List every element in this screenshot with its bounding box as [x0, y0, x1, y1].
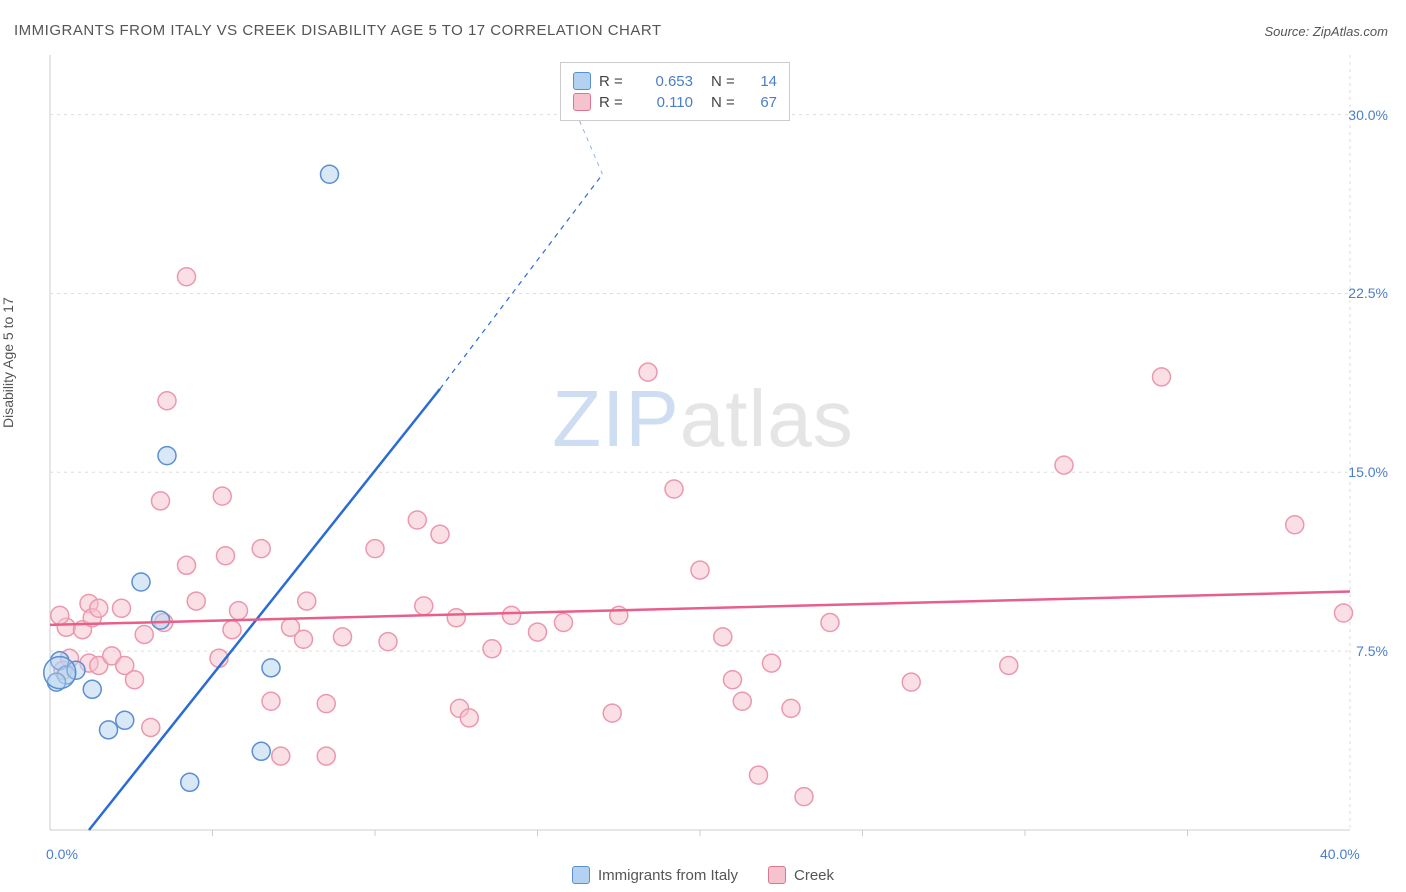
y-tick-label: 15.0%	[1348, 464, 1388, 480]
creek-point	[1055, 456, 1073, 474]
italy-point	[252, 742, 270, 760]
y-tick-label: 7.5%	[1356, 643, 1388, 659]
creek-point	[379, 633, 397, 651]
legend-label: Creek	[794, 867, 834, 884]
creek-point	[126, 671, 144, 689]
creek-point	[447, 609, 465, 627]
creek-point	[217, 547, 235, 565]
italy-point	[181, 773, 199, 791]
r-value: 0.653	[635, 73, 693, 90]
creek-point	[460, 709, 478, 727]
creek-point	[298, 592, 316, 610]
legend-swatch	[768, 866, 786, 884]
creek-point	[408, 511, 426, 529]
stats-legend-row: R = 0.653 N = 14	[573, 72, 777, 90]
creek-point	[763, 654, 781, 672]
creek-point	[213, 487, 231, 505]
creek-point	[223, 621, 241, 639]
italy-trend-extension	[440, 174, 603, 389]
italy-trend	[89, 389, 440, 830]
italy-point-large	[44, 657, 76, 689]
creek-point	[782, 699, 800, 717]
creek-point	[272, 747, 290, 765]
creek-point	[555, 614, 573, 632]
stats-legend-row: R = 0.110 N = 67	[573, 93, 777, 111]
creek-point	[90, 599, 108, 617]
creek-point	[503, 606, 521, 624]
n-label: N =	[711, 73, 739, 90]
creek-point	[750, 766, 768, 784]
italy-point	[152, 611, 170, 629]
creek-point	[639, 363, 657, 381]
creek-point	[51, 606, 69, 624]
creek-point	[317, 747, 335, 765]
italy-point	[321, 165, 339, 183]
creek-point	[178, 268, 196, 286]
creek-point	[252, 540, 270, 558]
bottom-legend-item: Immigrants from Italy	[572, 866, 738, 884]
creek-point	[187, 592, 205, 610]
creek-point	[366, 540, 384, 558]
x-tick-label: 40.0%	[1320, 846, 1360, 862]
creek-point	[415, 597, 433, 615]
italy-point	[83, 680, 101, 698]
r-label: R =	[599, 73, 627, 90]
creek-point	[135, 625, 153, 643]
legend-label: Immigrants from Italy	[598, 867, 738, 884]
y-tick-label: 22.5%	[1348, 285, 1388, 301]
r-value: 0.110	[635, 94, 693, 111]
y-tick-label: 30.0%	[1348, 107, 1388, 123]
r-label: R =	[599, 94, 627, 111]
creek-point	[821, 614, 839, 632]
creek-point	[724, 671, 742, 689]
creek-point	[334, 628, 352, 646]
creek-point	[158, 392, 176, 410]
bottom-legend-item: Creek	[768, 866, 834, 884]
creek-point	[483, 640, 501, 658]
italy-point	[132, 573, 150, 591]
creek-point	[113, 599, 131, 617]
creek-point	[431, 525, 449, 543]
creek-point	[795, 788, 813, 806]
creek-point	[142, 718, 160, 736]
creek-point	[152, 492, 170, 510]
scatter-chart	[0, 0, 1406, 892]
creek-point	[691, 561, 709, 579]
creek-point	[262, 692, 280, 710]
italy-point	[116, 711, 134, 729]
italy-point	[262, 659, 280, 677]
creek-point	[230, 602, 248, 620]
creek-point	[178, 556, 196, 574]
creek-point	[733, 692, 751, 710]
bottom-legend: Immigrants from Italy Creek	[572, 866, 834, 884]
creek-point	[1000, 656, 1018, 674]
creek-point	[714, 628, 732, 646]
creek-point	[317, 695, 335, 713]
creek-point	[529, 623, 547, 641]
legend-swatch	[573, 72, 591, 90]
n-value: 14	[747, 73, 777, 90]
stats-legend: R = 0.653 N = 14 R = 0.110 N = 67	[560, 62, 790, 121]
legend-swatch	[572, 866, 590, 884]
x-tick-label: 0.0%	[46, 846, 78, 862]
creek-point	[1286, 516, 1304, 534]
creek-point	[295, 630, 313, 648]
creek-point	[1153, 368, 1171, 386]
creek-point	[603, 704, 621, 722]
n-value: 67	[747, 94, 777, 111]
italy-point	[100, 721, 118, 739]
italy-point	[158, 447, 176, 465]
creek-point	[665, 480, 683, 498]
creek-point	[1335, 604, 1353, 622]
n-label: N =	[711, 94, 739, 111]
creek-point	[902, 673, 920, 691]
legend-swatch	[573, 93, 591, 111]
